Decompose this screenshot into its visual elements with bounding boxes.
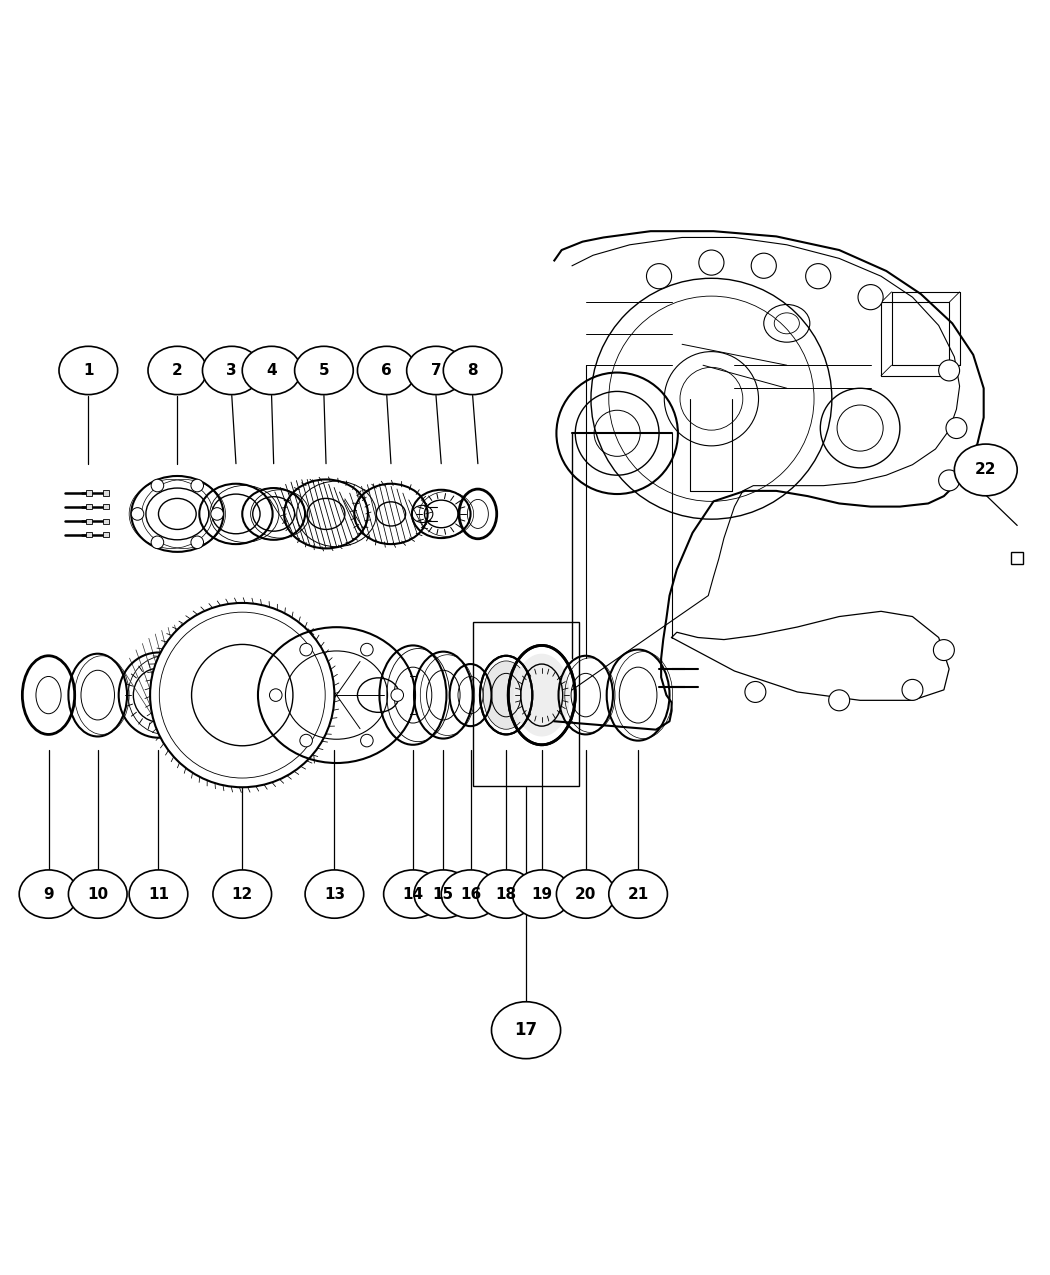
Circle shape (270, 688, 282, 701)
Ellipse shape (148, 347, 207, 394)
Ellipse shape (556, 870, 615, 918)
Circle shape (151, 536, 164, 548)
Ellipse shape (477, 870, 536, 918)
Text: 20: 20 (575, 886, 596, 901)
Ellipse shape (406, 347, 465, 394)
Ellipse shape (954, 444, 1017, 496)
Text: 22: 22 (975, 463, 996, 477)
Circle shape (191, 536, 204, 548)
Text: 5: 5 (318, 363, 330, 377)
Circle shape (933, 640, 954, 660)
Text: 13: 13 (323, 886, 345, 901)
Text: 14: 14 (402, 886, 423, 901)
Ellipse shape (491, 1002, 561, 1058)
Bar (472, 622, 580, 787)
Circle shape (946, 418, 967, 439)
Ellipse shape (483, 660, 529, 729)
Ellipse shape (512, 870, 571, 918)
Circle shape (647, 264, 672, 288)
Circle shape (211, 507, 224, 520)
Bar (103, 519, 109, 524)
Polygon shape (554, 231, 984, 729)
Text: 1: 1 (83, 363, 93, 377)
Ellipse shape (129, 870, 188, 918)
Ellipse shape (609, 870, 668, 918)
Ellipse shape (243, 347, 301, 394)
Text: 6: 6 (381, 363, 392, 377)
Ellipse shape (213, 870, 272, 918)
Ellipse shape (357, 347, 416, 394)
Bar (103, 532, 109, 538)
Ellipse shape (443, 347, 502, 394)
Text: 3: 3 (227, 363, 237, 377)
Ellipse shape (19, 870, 78, 918)
Circle shape (150, 603, 334, 787)
Ellipse shape (414, 870, 473, 918)
Ellipse shape (306, 870, 363, 918)
Text: 11: 11 (148, 886, 169, 901)
Ellipse shape (513, 654, 570, 737)
Bar (103, 504, 109, 509)
Circle shape (939, 470, 960, 491)
Circle shape (391, 688, 403, 701)
Circle shape (360, 734, 373, 747)
Circle shape (131, 507, 144, 520)
Text: 12: 12 (232, 886, 253, 901)
Circle shape (191, 479, 204, 492)
Circle shape (699, 250, 723, 275)
Bar (86, 519, 92, 524)
Circle shape (751, 254, 776, 278)
Text: 8: 8 (467, 363, 478, 377)
Circle shape (151, 479, 164, 492)
Circle shape (939, 360, 960, 381)
Ellipse shape (203, 347, 261, 394)
Circle shape (858, 284, 883, 310)
Bar (103, 491, 109, 496)
Text: 17: 17 (514, 1021, 538, 1039)
Circle shape (805, 264, 831, 288)
Ellipse shape (295, 347, 353, 394)
Ellipse shape (441, 870, 500, 918)
Bar (86, 504, 92, 509)
Text: 21: 21 (628, 886, 649, 901)
Ellipse shape (68, 870, 127, 918)
Circle shape (360, 644, 373, 655)
Circle shape (902, 680, 923, 700)
Circle shape (744, 681, 765, 703)
Text: 2: 2 (172, 363, 183, 377)
Text: 7: 7 (430, 363, 441, 377)
Text: 9: 9 (43, 886, 54, 901)
Circle shape (300, 734, 313, 747)
Ellipse shape (383, 870, 442, 918)
Bar (86, 491, 92, 496)
Circle shape (300, 644, 313, 655)
Text: 10: 10 (87, 886, 108, 901)
Text: 19: 19 (531, 886, 552, 901)
Bar (86, 532, 92, 538)
Ellipse shape (59, 347, 118, 394)
Circle shape (828, 690, 849, 710)
Text: 18: 18 (496, 886, 517, 901)
Text: 16: 16 (460, 886, 481, 901)
Bar (1011, 552, 1024, 565)
Text: 4: 4 (267, 363, 277, 377)
Text: 15: 15 (433, 886, 454, 901)
